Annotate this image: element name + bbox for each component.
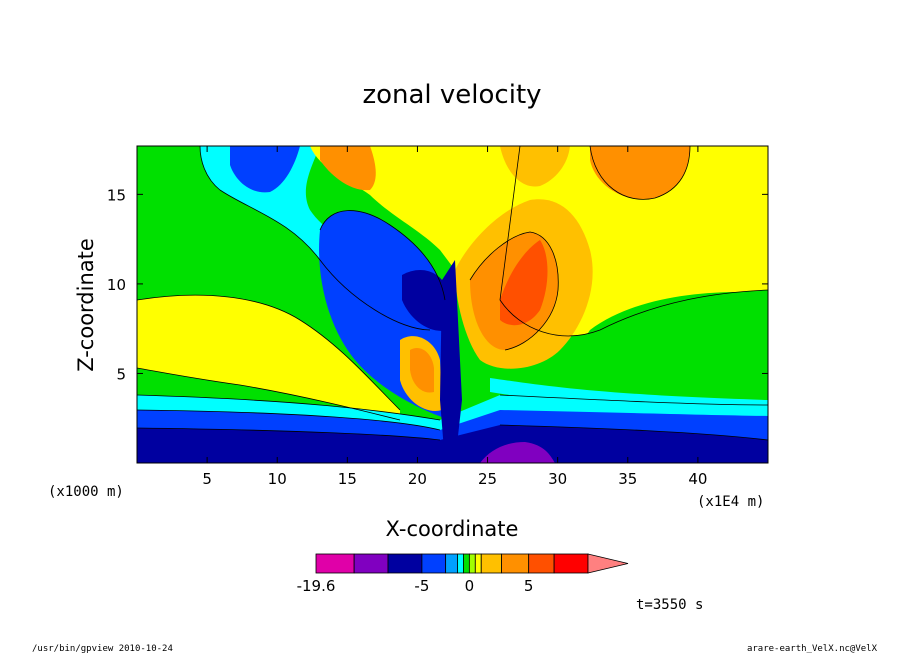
contour-band-orange-topmid [500,146,570,187]
contour-band-purple-bottom [480,442,555,463]
colorbar-tick-label: 5 [524,577,534,595]
colorbar-tick-labels: -19.6 -5 0 5 [297,577,534,595]
colorbar-segment [553,553,589,574]
contour-band-green-right [581,292,768,380]
y-axis-ticks: 5 10 15 [107,186,768,383]
colorbar-segment [387,553,423,574]
contour-band-orange-topright [590,146,690,200]
colorbar-segment [501,553,530,574]
x-tick-label: 20 [408,470,427,488]
x-tick-label: 35 [618,470,637,488]
colorbar-segment [528,553,555,574]
contour-band-darkblue-center [402,270,450,331]
x-tick-label: 5 [202,470,212,488]
contour-band-red-right [500,240,548,326]
colorbar-segment [445,553,458,574]
colorbar-segment [480,553,502,574]
x-tick-label: 25 [478,470,497,488]
contour-band-cyan-right [490,378,768,410]
x-unit-label: (x1E4 m) [697,494,764,510]
chart-title: zonal velocity [362,80,541,110]
footer-right: arare-earth_VelX.nc@VelX [747,644,878,654]
x-axis-label: X-coordinate [386,517,519,541]
x-tick-label: 40 [688,470,707,488]
contour-band-orange-lower [410,348,434,393]
colorbar-tick-label: -19.6 [297,577,336,595]
colorbar [315,553,629,574]
y-tick-label: 15 [107,186,126,204]
y-tick-label: 10 [107,276,126,294]
contour-band-blue-topleft [230,146,300,193]
contour-band-orange-topleft [320,146,376,191]
x-tick-label: 15 [338,470,357,488]
time-label: t=3550 s [636,597,703,613]
colorbar-tick-label: 0 [465,577,475,595]
colorbar-segment [353,553,389,574]
contour-band-central-column [440,260,462,463]
colorbar-extend-arrow [587,553,629,574]
colorbar-segment [421,553,447,574]
contour-lines [137,146,768,441]
colorbar-segment [474,553,482,574]
colorbar-tick-label: -5 [414,577,429,595]
contour-band-plume-yellow [310,146,580,270]
contour-band-yellow-left [137,295,400,420]
colorbar-segment [463,553,470,574]
z-unit-label: (x1000 m) [48,484,124,500]
y-axis-label: Z-coordinate [74,238,98,372]
contour-field [137,146,768,463]
x-tick-label: 30 [548,470,567,488]
footer-left: /usr/bin/gpview 2010-10-24 [32,644,173,654]
y-tick-label: 5 [116,365,126,383]
x-tick-label: 10 [268,470,287,488]
plot-frame [136,145,769,464]
x-axis-ticks: 5 10 15 20 25 30 35 40 [202,146,707,488]
colorbar-segment [315,553,355,574]
colorbar-segment [457,553,464,574]
colorbar-segment [468,553,476,574]
